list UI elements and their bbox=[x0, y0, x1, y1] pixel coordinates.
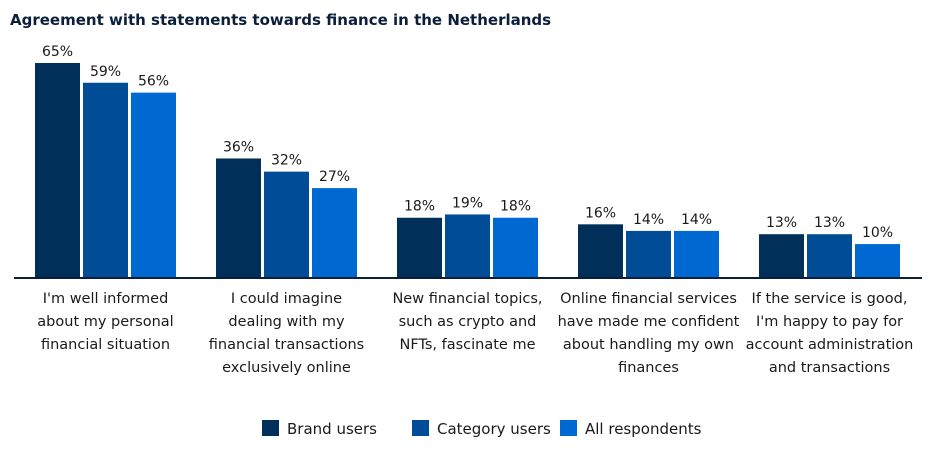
category-label-line: If the service is good, bbox=[752, 291, 908, 307]
category-label-line: I could imagine bbox=[231, 291, 342, 307]
bar bbox=[674, 230, 719, 277]
category-label-line: NFTs, fascinate me bbox=[399, 337, 535, 353]
data-label: 19% bbox=[452, 195, 483, 211]
bar bbox=[855, 244, 900, 277]
bar bbox=[445, 214, 490, 277]
category-label-line: finances bbox=[618, 360, 679, 376]
data-label: 36% bbox=[223, 139, 254, 155]
legend-swatch bbox=[560, 420, 577, 436]
category-label-line: exclusively online bbox=[222, 360, 351, 376]
category-label-line: New financial topics, bbox=[392, 291, 542, 307]
data-label: 59% bbox=[90, 64, 121, 80]
category-labels: I'm well informed about my personal financ… bbox=[37, 291, 913, 376]
category-label-line: I'm well informed bbox=[43, 291, 169, 307]
legend-swatch bbox=[262, 420, 279, 436]
data-label: 14% bbox=[633, 212, 664, 228]
legend-label: Category users bbox=[437, 420, 551, 438]
category-label-line: have made me confident bbox=[558, 314, 740, 330]
category-label: I could imagine dealing with my financial … bbox=[209, 291, 364, 376]
data-label: 65% bbox=[42, 44, 73, 60]
category-label-line: dealing with my bbox=[228, 314, 345, 330]
category-label-line: such as crypto and bbox=[399, 314, 537, 330]
category-label-line: financial situation bbox=[41, 337, 170, 353]
data-label: 14% bbox=[681, 212, 712, 228]
category-label-line: Online financial services bbox=[560, 291, 737, 307]
bar bbox=[578, 224, 623, 277]
legend-swatch bbox=[412, 420, 429, 436]
legend: Brand users Category users All respondents bbox=[262, 420, 702, 438]
category-label: If the service is good, I'm happy to pay … bbox=[746, 291, 914, 376]
category-label: New financial topics, such as crypto and N… bbox=[392, 291, 542, 353]
bar bbox=[759, 234, 804, 277]
category-label-line: I'm happy to pay for bbox=[756, 314, 903, 330]
data-label: 13% bbox=[766, 215, 797, 231]
data-label: 13% bbox=[814, 215, 845, 231]
data-label: 27% bbox=[319, 169, 350, 185]
chart-title: Agreement with statements towards financ… bbox=[10, 11, 551, 29]
bars-layer: 65% 59% 56% 36% 32% 27% 18% 19% 18% 16% 14% 14% 13% 1… bbox=[35, 44, 900, 277]
category-label-line: and transactions bbox=[769, 360, 890, 376]
category-label-line: financial transactions bbox=[209, 337, 364, 353]
data-label: 18% bbox=[404, 199, 435, 215]
bar bbox=[83, 82, 128, 277]
category-label-line: about my personal bbox=[37, 314, 173, 330]
category-label: Online financial services have made me co… bbox=[558, 291, 740, 376]
legend-label: Brand users bbox=[287, 420, 377, 438]
legend-label: All respondents bbox=[585, 420, 702, 438]
bar bbox=[312, 188, 357, 277]
bar bbox=[216, 158, 261, 277]
data-label: 16% bbox=[585, 205, 616, 221]
bar bbox=[264, 171, 309, 277]
data-label: 32% bbox=[271, 153, 302, 169]
data-label: 18% bbox=[500, 199, 531, 215]
category-label-line: account administration bbox=[746, 337, 914, 353]
data-label: 10% bbox=[862, 225, 893, 241]
bar bbox=[35, 63, 80, 277]
category-label-line: about handling my own bbox=[563, 337, 734, 353]
bar bbox=[493, 217, 538, 277]
bar bbox=[397, 217, 442, 277]
bar bbox=[807, 234, 852, 277]
bar bbox=[131, 92, 176, 277]
bar bbox=[626, 230, 671, 277]
category-label: I'm well informed about my personal financ… bbox=[37, 291, 173, 353]
data-label: 56% bbox=[138, 74, 169, 90]
